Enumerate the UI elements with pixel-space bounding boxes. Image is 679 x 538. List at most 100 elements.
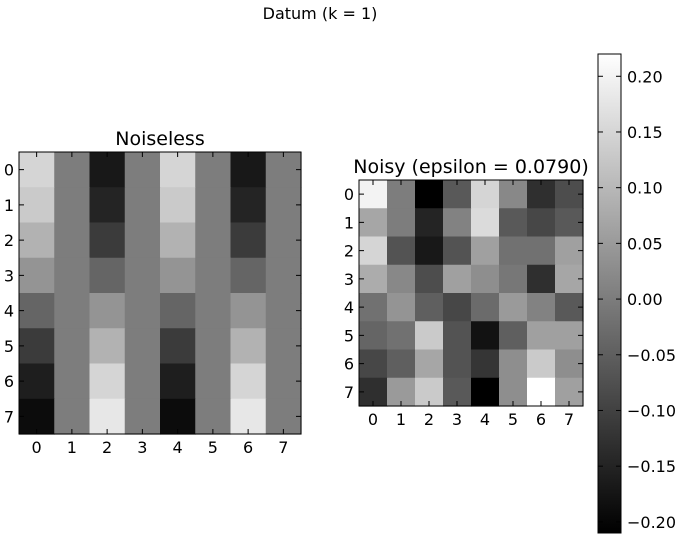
noiseless-cell [265, 187, 302, 224]
noiseless-cell [160, 398, 196, 435]
noiseless-cell [230, 257, 267, 294]
noisy-cell [471, 321, 500, 351]
noisy-cell [387, 293, 416, 322]
colorbar-tick-label: 0.15 [627, 123, 663, 142]
noiseless-cell [230, 328, 267, 365]
noisy-cell [443, 321, 472, 351]
noiseless-cell [265, 398, 302, 435]
noisy-cell [527, 264, 556, 294]
colorbar-tick-label: 0.05 [627, 234, 663, 253]
colorbar-tick-label: −0.10 [627, 401, 676, 420]
colorbar-ticks: 0.20 0.15 0.10 0.05 0.00 −0.05 −0.10 −0.15 −0.20 [598, 67, 676, 532]
noiseless-cell [195, 152, 232, 188]
noiseless-y-tick-label: 3 [4, 266, 14, 285]
noiseless-cell [160, 187, 196, 224]
noiseless-x-tick-label: 6 [243, 438, 253, 457]
noiseless-cell [89, 363, 126, 400]
noisy-heatmap [359, 180, 584, 407]
noisy-x-tick-label: 5 [508, 410, 518, 429]
noisy-title: Noisy (epsilon = 0.0790) [353, 156, 588, 178]
noisy-cell [471, 264, 500, 294]
noiseless-x-tick-label: 2 [102, 438, 112, 457]
noiseless-cell [195, 293, 232, 329]
noisy-cell [387, 321, 416, 351]
noiseless-x-tick-label: 4 [173, 438, 183, 457]
noiseless-cell [124, 328, 161, 365]
noiseless-cell [265, 222, 302, 259]
colorbar: 0.20 0.15 0.10 0.05 0.00 −0.05 −0.10 −0.15 −0.20 [597, 53, 676, 534]
noisy-y-tick-label: 7 [344, 383, 354, 402]
noisy-cell [415, 264, 444, 294]
noiseless-cell [265, 257, 302, 294]
noisy-frame [358, 179, 584, 407]
noiseless-cell [195, 363, 232, 400]
noiseless-x-tick-label: 5 [208, 438, 218, 457]
noisy-x-tick-label: 0 [368, 410, 378, 429]
colorbar-tick-label: 0.20 [627, 67, 663, 86]
noiseless-cell [195, 398, 232, 435]
noiseless-cell [230, 187, 267, 224]
noiseless-cell [54, 293, 91, 329]
noiseless-cell [19, 187, 55, 224]
noiseless-cell [265, 293, 302, 329]
noisy-cell [415, 349, 444, 379]
noisy-cell [471, 349, 500, 379]
colorbar-tick-label: −0.15 [627, 457, 676, 476]
colorbar-tick-label: 0.00 [627, 290, 663, 309]
noisy-x-tick-label: 2 [424, 410, 434, 429]
noisy-cell [471, 293, 500, 322]
noiseless-cell [124, 152, 161, 188]
noiseless-cell [124, 187, 161, 224]
noisy-cell [499, 293, 528, 322]
noiseless-cell [54, 152, 91, 188]
noisy-cell [499, 321, 528, 351]
noisy-cell [443, 208, 472, 238]
noiseless-cell [54, 187, 91, 224]
noisy-cell [415, 236, 444, 266]
noiseless-y-tick-label: 2 [4, 231, 14, 250]
noisy-cell [499, 349, 528, 379]
noiseless-cell [195, 222, 232, 259]
noiseless-y-tick-label: 7 [4, 407, 14, 426]
noiseless-cell [160, 222, 196, 259]
noiseless-cell [124, 363, 161, 400]
noisy-cell [443, 264, 472, 294]
noiseless-cell [160, 257, 196, 294]
noiseless-cell [19, 328, 55, 365]
noisy-y-tick-label: 1 [344, 213, 354, 232]
noiseless-cell [230, 363, 267, 400]
noiseless-cell [19, 293, 55, 329]
noisy-y-tick-label: 5 [344, 326, 354, 345]
noisy-cell [387, 349, 416, 379]
colorbar-tick-label: 0.10 [627, 179, 663, 198]
noisy-y-tick-label: 2 [344, 242, 354, 261]
noiseless-x-tick-label: 7 [278, 438, 288, 457]
noisy-cell [415, 293, 444, 322]
noiseless-cell [124, 293, 161, 329]
noiseless-cell [195, 187, 232, 224]
noiseless-y-tick-label: 1 [4, 196, 14, 215]
noiseless-cell [195, 328, 232, 365]
colorbar-tick-label: −0.20 [627, 513, 676, 532]
noiseless-title: Noiseless [115, 128, 204, 150]
noiseless-cell [265, 363, 302, 400]
noisy-cell [499, 208, 528, 238]
noiseless-cell [265, 328, 302, 365]
noiseless-cell [89, 328, 126, 365]
noisy-x-tick-label: 1 [396, 410, 406, 429]
noisy-cell [527, 293, 556, 322]
noisy-cell [387, 208, 416, 238]
noiseless-y-tick-label: 4 [4, 302, 14, 321]
noisy-x-tick-label: 6 [536, 410, 546, 429]
figure-title: Datum (k = 1) [263, 4, 378, 23]
noiseless-cell [124, 398, 161, 435]
noiseless-cell [89, 187, 126, 224]
noisy-y-tick-label: 0 [344, 185, 354, 204]
noiseless-y-tick-label: 6 [4, 372, 14, 391]
noiseless-cell [230, 152, 267, 188]
noisy-cell [415, 208, 444, 238]
noisy-cell [443, 293, 472, 322]
